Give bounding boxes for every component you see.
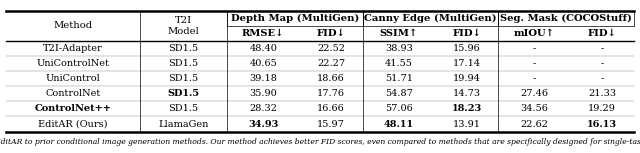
Text: 22.62: 22.62 — [520, 119, 548, 129]
Text: ControlNet: ControlNet — [45, 89, 100, 98]
Text: 40.65: 40.65 — [250, 59, 277, 68]
Text: LlamaGen: LlamaGen — [158, 119, 209, 129]
Text: -: - — [532, 74, 536, 83]
Text: 27.46: 27.46 — [520, 89, 548, 98]
Text: 17.14: 17.14 — [452, 59, 481, 68]
Text: -: - — [600, 44, 604, 53]
Text: SD1.5: SD1.5 — [168, 104, 198, 113]
Text: 19.29: 19.29 — [588, 104, 616, 113]
Text: T2I
Model: T2I Model — [168, 16, 199, 35]
Text: 28.32: 28.32 — [250, 104, 277, 113]
Text: 18.66: 18.66 — [317, 74, 345, 83]
Text: 22.52: 22.52 — [317, 44, 345, 53]
Text: 19.94: 19.94 — [452, 74, 481, 83]
Text: 35.90: 35.90 — [250, 89, 277, 98]
Text: FID↓: FID↓ — [317, 29, 346, 38]
Text: 16.66: 16.66 — [317, 104, 345, 113]
Text: 16.13: 16.13 — [587, 119, 617, 129]
Text: Canny Edge (MultiGen): Canny Edge (MultiGen) — [364, 14, 497, 23]
Text: UniControl: UniControl — [45, 74, 100, 83]
Text: 34.56: 34.56 — [520, 104, 548, 113]
Text: SSIM↑: SSIM↑ — [380, 29, 418, 38]
Text: SD1.5: SD1.5 — [168, 44, 198, 53]
Text: RMSE↓: RMSE↓ — [242, 29, 285, 38]
Text: mIOU↑: mIOU↑ — [514, 29, 555, 38]
Text: -: - — [600, 59, 604, 68]
Text: SD1.5: SD1.5 — [168, 74, 198, 83]
Text: 41.55: 41.55 — [385, 59, 413, 68]
Text: -: - — [532, 59, 536, 68]
Text: 34.93: 34.93 — [248, 119, 278, 129]
Text: FID↓: FID↓ — [452, 29, 481, 38]
Text: 15.96: 15.96 — [452, 44, 481, 53]
Text: ControlNet++: ControlNet++ — [35, 104, 111, 113]
Text: 18.23: 18.23 — [451, 104, 482, 113]
Text: Depth Map (MultiGen): Depth Map (MultiGen) — [230, 14, 359, 23]
Text: -: - — [600, 74, 604, 83]
Text: T2I-Adapter: T2I-Adapter — [43, 44, 103, 53]
Text: SD1.5: SD1.5 — [167, 89, 200, 98]
Text: Seg. Mask (COCOStuff): Seg. Mask (COCOStuff) — [500, 14, 632, 23]
Text: FID↓: FID↓ — [588, 29, 616, 38]
Text: 14.73: 14.73 — [452, 89, 481, 98]
Text: 39.18: 39.18 — [250, 74, 277, 83]
Text: 17.76: 17.76 — [317, 89, 345, 98]
Text: 57.06: 57.06 — [385, 104, 413, 113]
Text: 21.33: 21.33 — [588, 89, 616, 98]
Text: -: - — [532, 44, 536, 53]
Text: 13.91: 13.91 — [452, 119, 481, 129]
Text: UniControlNet: UniControlNet — [36, 59, 109, 68]
Text: 22.27: 22.27 — [317, 59, 345, 68]
Text: 51.71: 51.71 — [385, 74, 413, 83]
Text: Table 3: Comparison of EditAR to prior conditional image generation methods. Our: Table 3: Comparison of EditAR to prior c… — [0, 138, 640, 146]
Text: SD1.5: SD1.5 — [168, 59, 198, 68]
Text: 54.87: 54.87 — [385, 89, 413, 98]
Text: EditAR (Ours): EditAR (Ours) — [38, 119, 108, 129]
Text: 15.97: 15.97 — [317, 119, 345, 129]
Text: 48.11: 48.11 — [384, 119, 414, 129]
Text: Method: Method — [53, 21, 93, 30]
Text: 38.93: 38.93 — [385, 44, 413, 53]
Text: 48.40: 48.40 — [250, 44, 277, 53]
